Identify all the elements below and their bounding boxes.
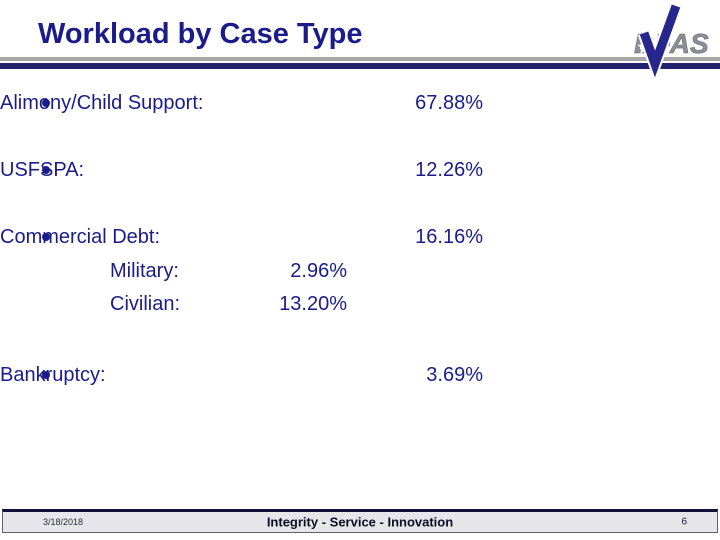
- sub-value-military: 2.96%: [290, 260, 347, 282]
- dfas-logo-graphic: DFAS: [634, 3, 709, 84]
- footer-motto: Integrity - Service - Innovation: [266, 514, 454, 530]
- page-title: Workload by Case Type: [38, 18, 363, 50]
- footer-bar: 3/18/2018 Integrity - Service - Innovati…: [2, 509, 718, 533]
- bullet-label-commercial-debt: Commercial Debt:: [0, 226, 161, 248]
- bullet-label-alimony: Alimony/Child Support:: [0, 92, 204, 114]
- footer-date: 3/18/2018: [43, 517, 84, 527]
- sub-value-civilian: 13.20%: [279, 293, 347, 315]
- bullet-label-usfspa: USFSPA:: [0, 159, 85, 181]
- bullet-dot: [42, 371, 50, 379]
- bullet-label-bankruptcy: Bankruptcy:: [0, 364, 106, 386]
- footer-page-number: 6: [681, 516, 687, 528]
- sub-label-civilian: Civilian:: [110, 293, 181, 315]
- bullet-value-usfspa: 12.26%: [415, 159, 483, 181]
- title-rule-gray: [0, 57, 720, 61]
- bullet-dot: [42, 99, 50, 107]
- checkmark-icon: [639, 4, 681, 78]
- bullet-dot: [42, 233, 50, 241]
- bullet-value-alimony: 67.88%: [415, 92, 483, 114]
- bullet-value-bankruptcy: 3.69%: [426, 364, 483, 386]
- bullet-value-commercial-debt: 16.16%: [415, 226, 483, 248]
- bullet-dot: [42, 166, 50, 174]
- dfas-logo: DFAS: [628, 0, 720, 84]
- sub-label-military: Military:: [110, 260, 179, 282]
- title-rule-navy: [0, 63, 720, 69]
